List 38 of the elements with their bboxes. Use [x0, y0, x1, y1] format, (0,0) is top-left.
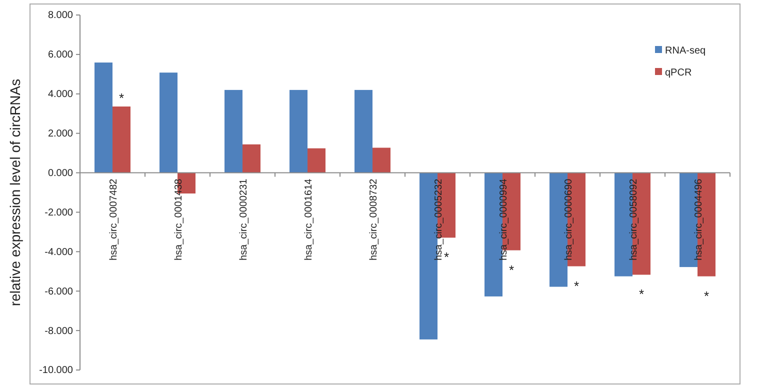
y-axis-title: relative expression level of circRNAs — [7, 78, 23, 306]
y-tick-label: 2.000 — [48, 128, 74, 140]
bar — [160, 72, 178, 173]
bar — [112, 106, 130, 173]
annotation: * — [704, 288, 710, 304]
annotation: * — [638, 286, 644, 302]
bar — [290, 90, 308, 173]
y-tick-label: 4.000 — [48, 89, 74, 100]
bar — [242, 144, 260, 173]
y-tick-label: -8.000 — [44, 326, 74, 337]
x-tick-label: hsa_circ_0008732 — [368, 178, 380, 261]
legend-label: qPCR — [665, 68, 692, 78]
x-tick-label: hsa_circ_0000690 — [564, 178, 574, 261]
y-tick-label: -2.000 — [44, 207, 74, 218]
annotation: * — [574, 278, 580, 294]
legend-label: RNA-seq — [665, 46, 706, 56]
x-tick-label: hsa_circ_0058092 — [628, 178, 640, 261]
bar — [308, 148, 326, 173]
y-tick-label: 8.000 — [48, 10, 74, 22]
x-tick-label: hsa_circ_0001438 — [174, 178, 184, 261]
x-tick-label: hsa_circ_0005232 — [434, 178, 444, 261]
x-tick-label: hsa_circ_0004496 — [694, 178, 704, 261]
annotation: * — [118, 90, 124, 106]
annotation: * — [444, 250, 450, 265]
bar — [94, 62, 112, 173]
y-tick-label: -4.000 — [44, 246, 74, 258]
x-tick-label: hsa_circ_0000994 — [498, 178, 510, 261]
bar — [354, 90, 372, 173]
annotation: * — [508, 262, 514, 278]
y-tick-label: 6.000 — [48, 50, 74, 61]
y-tick-label: -10.000 — [39, 365, 74, 376]
y-tick-label: -6.000 — [44, 286, 74, 298]
x-tick-label: hsa_circ_0000231 — [238, 178, 250, 261]
bar — [372, 148, 390, 173]
y-tick-label: 0.000 — [48, 168, 74, 179]
x-tick-label: hsa_circ_0001614 — [304, 178, 314, 261]
x-tick-label: hsa_circ_0007482 — [108, 178, 120, 261]
bar — [224, 90, 242, 173]
